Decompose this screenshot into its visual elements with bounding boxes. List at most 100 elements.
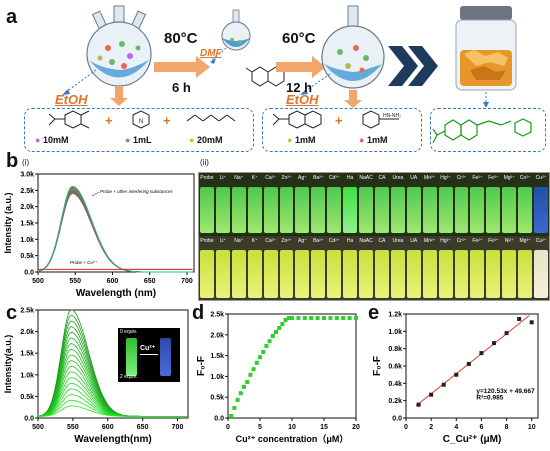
vial-label: Ba²⁺ (313, 175, 324, 181)
vial-label: Probe (200, 238, 214, 244)
plot-frame (227, 313, 357, 419)
y-tick-label: 1.5k (20, 351, 34, 358)
product-structure-box (430, 108, 546, 152)
data-point (441, 382, 446, 387)
vial-before (126, 338, 137, 376)
data-point (232, 406, 237, 410)
vial-row-uv: Probe Li⁺ Na⁺ K⁺ Ca²⁺ Zn²⁺ Ag⁺ Ba²⁺ Cd²⁺ Ha NaAC CA… (199, 173, 549, 235)
vial-label: Hg²⁺ (440, 175, 451, 181)
data-point (315, 316, 320, 320)
data-point (529, 320, 534, 325)
vial (454, 250, 469, 298)
data-point (251, 367, 256, 372)
vial-label: Fe³⁺ (488, 238, 499, 244)
vial-label: Ag⁺ (298, 175, 307, 181)
data-point (504, 331, 509, 336)
vial (327, 250, 342, 298)
panel-label-e: e (368, 302, 380, 324)
data-point (302, 316, 307, 320)
x-tick-label: 0 (404, 424, 408, 431)
reagent-box-1: N + + ● 10mM ● 1mL ● 20mM (24, 108, 254, 152)
data-point (245, 380, 250, 384)
product-jar-icon (455, 6, 517, 91)
spectrum-line (37, 188, 193, 273)
x-tick-label: 650 (144, 278, 156, 285)
vial (406, 250, 421, 298)
y-tick-label: 2.0k (20, 204, 34, 211)
vial (470, 250, 485, 298)
x-tick-label: 2 (429, 424, 433, 431)
vial-after (160, 338, 171, 376)
x-tick-label: 10 (288, 424, 296, 431)
step1-time: 6 h (172, 80, 191, 95)
vial (343, 187, 358, 233)
data-point (328, 316, 333, 320)
spectrum-line (37, 189, 193, 273)
spectrum-line (37, 187, 193, 273)
x-axis-label: Cu²⁺ concentration（μM） (236, 434, 349, 444)
x-tick-label: 6 (479, 424, 483, 431)
x-tick-label: 600 (102, 424, 114, 431)
vial (247, 250, 262, 298)
x-tick-label: 700 (172, 424, 184, 431)
vial (502, 187, 517, 233)
x-tick-label: 20 (352, 424, 360, 431)
vial-label: Hg²⁺ (440, 238, 451, 244)
vial (295, 250, 310, 298)
panel-label-c: c (6, 302, 18, 324)
y-tick-label: 0.4k (388, 381, 402, 388)
x-axis-label: Wavelength (nm) (76, 288, 156, 298)
titration-inset-photo: 0 equiv. 2 equiv. Cu²⁺ (118, 328, 180, 382)
annotation-arrow (91, 191, 100, 197)
vial-label: Fe²⁺ (472, 238, 483, 244)
y-tick-label: 1.0k (388, 329, 402, 336)
data-point (274, 330, 278, 334)
vial-label: Urea (392, 238, 404, 244)
y-tick-label: 0.0 (214, 416, 224, 423)
y-tick-label: 0.6k (388, 364, 402, 371)
data-point (286, 316, 291, 320)
vial-label: Cr³⁺ (456, 238, 467, 244)
vial (518, 250, 533, 298)
reagent-structures-1: N + + (48, 110, 236, 129)
vial (231, 187, 246, 233)
data-point (334, 316, 339, 320)
panel-label-b-i: (i) (22, 158, 30, 167)
step2-temperature: 60°C (282, 30, 316, 47)
y-tick-label: 3.0k (20, 172, 34, 179)
vial (200, 250, 214, 298)
vial (343, 250, 358, 298)
y-tick-label: 1.0k (20, 237, 34, 244)
x-tick-label: 0 (226, 424, 230, 431)
vial-label: Cu²⁺ (535, 238, 547, 244)
fluorescence-spectra-chart: 500 550 600 650 700 0.0 0.5k 1.0k 1.5k 2.0k 2.5k 3.… (3, 172, 195, 298)
vial (486, 187, 501, 233)
vial (263, 250, 278, 298)
vial (311, 250, 326, 298)
vial (279, 187, 294, 233)
annotation-interferents: Probe + other interfering substances (100, 189, 173, 194)
probe-structure-icon (432, 118, 532, 144)
vial (327, 187, 342, 233)
calibration-curve-chart: 0 2 4 6 8 10 0.0 0.2k 0.4k 0.6k 0.8k 1.0k 1.2k C_Cu²⁺… (372, 312, 539, 445)
y-tick-label: 0.8k (388, 346, 402, 353)
vial-label: Fe²⁺ (472, 175, 483, 181)
vial-label: Ca²⁺ (265, 238, 276, 244)
synthesis-scheme (62, 5, 517, 108)
step1-temperature: 80°C (164, 30, 198, 47)
vial-label: Cd²⁺ (328, 238, 340, 244)
vial-label: NaAC (359, 175, 373, 181)
data-point (479, 351, 484, 356)
vial (470, 187, 485, 233)
spectrum-line (37, 191, 193, 273)
annotation-cu: Probe + Cu²⁺ (70, 260, 97, 265)
inset-label-0-equiv: 0 equiv. (120, 329, 138, 335)
vial (454, 187, 469, 233)
vial-label: NaAC (359, 238, 373, 244)
vial (359, 250, 373, 298)
data-point (354, 316, 358, 320)
vial (375, 187, 389, 233)
y-tick-label: 2.0k (210, 332, 224, 339)
vial (359, 187, 373, 233)
step1-solvent-dmf: DMF (200, 48, 222, 59)
